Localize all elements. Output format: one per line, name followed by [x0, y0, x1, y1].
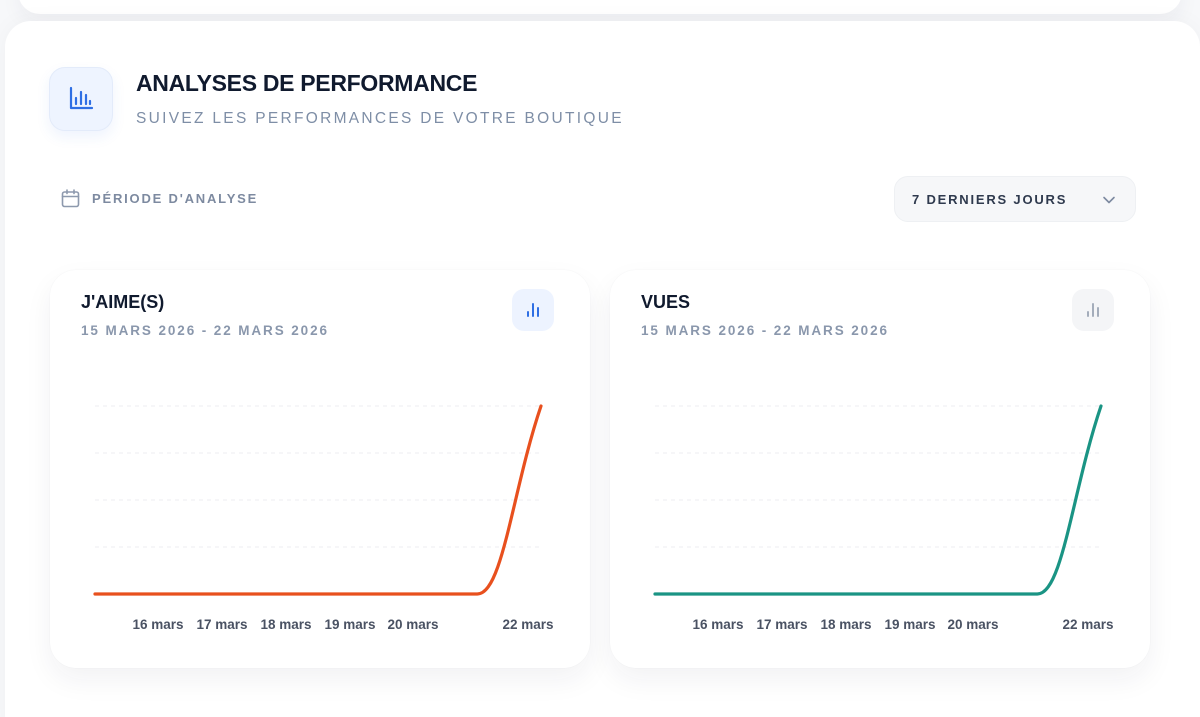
likes-x-tick-label: 19 mars [324, 617, 375, 632]
period-label: PÉRIODE D'ANALYSE [92, 191, 259, 206]
likes-series-line [93, 404, 543, 596]
page-title: ANALYSES DE PERFORMANCE [136, 70, 478, 96]
views-x-tick-label: 16 mars [692, 617, 743, 632]
views-line-chart: 16 mars 17 mars 18 mars 19 mars 20 mars 22 ma… [653, 404, 1114, 632]
views-x-tick-label: 20 mars [947, 617, 998, 632]
likes-bar-chart-icon[interactable] [512, 289, 554, 331]
likes-x-tick-label: 18 mars [260, 617, 311, 632]
period-select[interactable]: 7 DERNIERS JOURS [894, 176, 1136, 222]
likes-x-tick-label: 16 mars [132, 617, 183, 632]
views-x-tick-label: 22 mars [1062, 617, 1113, 632]
calendar-icon [61, 189, 80, 208]
bar-chart-icon [49, 67, 113, 131]
likes-chart-date-range: 15 MARS 2026 - 22 MARS 2026 [81, 323, 329, 338]
views-x-tick-label: 17 mars [756, 617, 807, 632]
likes-chart-title: J'AIME(S) [81, 292, 165, 312]
chevron-down-icon [1103, 196, 1115, 204]
likes-x-tick-label: 17 mars [196, 617, 247, 632]
likes-line-chart: 16 mars 17 mars 18 mars 19 mars 20 mars 22 ma… [93, 404, 554, 632]
period-select-value: 7 DERNIERS JOURS [912, 192, 1068, 207]
views-x-tick-label: 19 mars [884, 617, 935, 632]
top-card-edge [18, 0, 1182, 14]
views-x-tick-label: 18 mars [820, 617, 871, 632]
views-chart-title: VUES [641, 292, 691, 312]
likes-chart-card: J'AIME(S) 15 MARS 2026 - 22 MARS 2026 16… [50, 270, 590, 668]
views-chart-card: VUES 15 MARS 2026 - 22 MARS 2026 16 mars… [610, 270, 1150, 668]
views-series-line [653, 404, 1103, 596]
views-bar-chart-icon[interactable] [1072, 289, 1114, 331]
likes-x-tick-label: 22 mars [502, 617, 553, 632]
views-chart-date-range: 15 MARS 2026 - 22 MARS 2026 [641, 323, 889, 338]
likes-x-tick-label: 20 mars [387, 617, 438, 632]
page-subtitle: SUIVEZ LES PERFORMANCES DE VOTRE BOUTIQU… [136, 110, 624, 127]
